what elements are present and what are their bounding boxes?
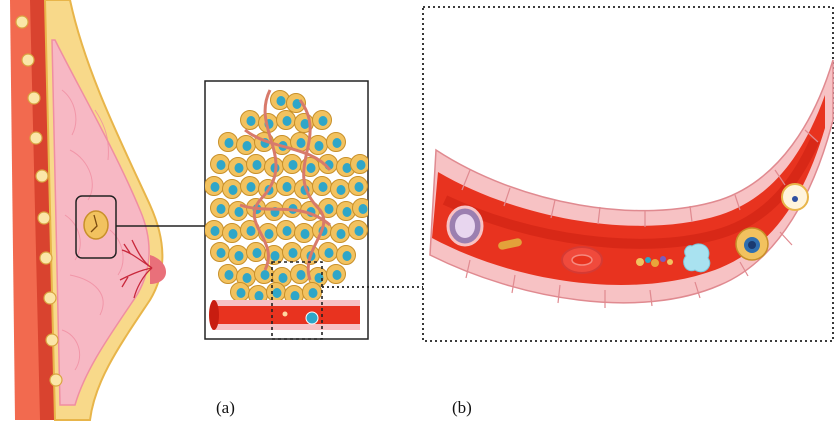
tumor-cell-nucleus (246, 182, 256, 192)
tumor-cell-nucleus (254, 291, 264, 301)
tumor-cell-nucleus (300, 119, 310, 129)
tumor-cell-nucleus (236, 288, 246, 298)
tumor-cell-nucleus (300, 229, 310, 239)
tumor-cell-nucleus (228, 229, 238, 239)
tumor-cell-nucleus (356, 160, 366, 170)
platelet-cluster (636, 256, 673, 267)
tumor-cell-nucleus (296, 138, 306, 148)
caption-a: (a) (216, 398, 235, 417)
tumor-cell-nucleus (260, 270, 270, 280)
tumor-cell-nucleus (308, 288, 318, 298)
tumor-cell-nucleus (234, 207, 244, 217)
tumor-cell-nucleus (252, 160, 262, 170)
tumor-cell-nucleus (228, 185, 238, 195)
tumor-cell-nucleus (324, 248, 334, 258)
tumor-cell-nucleus (288, 160, 298, 170)
tumor-cell-nucleus (224, 138, 234, 148)
tumor-cell-nucleus (234, 163, 244, 173)
tumor-cell-nucleus (216, 204, 226, 214)
tumor-cell-nucleus (342, 207, 352, 217)
tumor-cell-nucleus (332, 270, 342, 280)
tumor-cell-nucleus (216, 160, 226, 170)
tumor-cell-nucleus (342, 251, 352, 261)
tumor-cell-nucleus (282, 226, 292, 236)
tumor-cell-nucleus (224, 270, 234, 280)
tumor-cell-nucleus (342, 163, 352, 173)
tumor-cell-nucleus (354, 182, 364, 192)
tumor-cell-nucleus (246, 226, 256, 236)
breast-illustration (10, 0, 205, 421)
tumor-cell-nucleus (210, 182, 220, 192)
tumor-cell-nucleus (290, 291, 300, 301)
tumor-cell-nucleus (242, 141, 252, 151)
tumor-cell-nucleus (306, 163, 316, 173)
vessel-closeup (422, 6, 834, 342)
tumor-cell-nucleus (318, 116, 328, 126)
tumor-cell-nucleus (210, 226, 220, 236)
tumor-cell-nucleus (276, 96, 286, 106)
tumor-cell-nucleus (288, 248, 298, 258)
tumor-cell-nucleus (272, 288, 282, 298)
tumor-cell-nucleus (336, 229, 346, 239)
tumor-cell-nucleus (358, 204, 368, 214)
tumor-cell-nucleus (216, 248, 226, 258)
tumor-cell-nucleus (270, 251, 280, 261)
tumor-cell-nucleus (314, 141, 324, 151)
caption-b: (b) (452, 398, 472, 417)
tumor-cell-nucleus (246, 116, 256, 126)
tumor-cell-nucleus (278, 273, 288, 283)
tumor-cell-nucleus (336, 185, 346, 195)
tumor-cell-nucleus (332, 138, 342, 148)
tumor-cell-nucleus (282, 182, 292, 192)
tumor-cell-nucleus (252, 248, 262, 258)
tumor-cell-nucleus (234, 251, 244, 261)
tumor-cell-nucleus (296, 270, 306, 280)
tumor-cell-nucleus (324, 204, 334, 214)
tumor-cell-nucleus (282, 116, 292, 126)
tumor-cell-nucleus (318, 182, 328, 192)
tumor-cell-nucleus (264, 229, 274, 239)
tumor-cell-nucleus (354, 226, 364, 236)
tumor-inset (204, 80, 423, 340)
tumor-cell-nucleus (242, 273, 252, 283)
